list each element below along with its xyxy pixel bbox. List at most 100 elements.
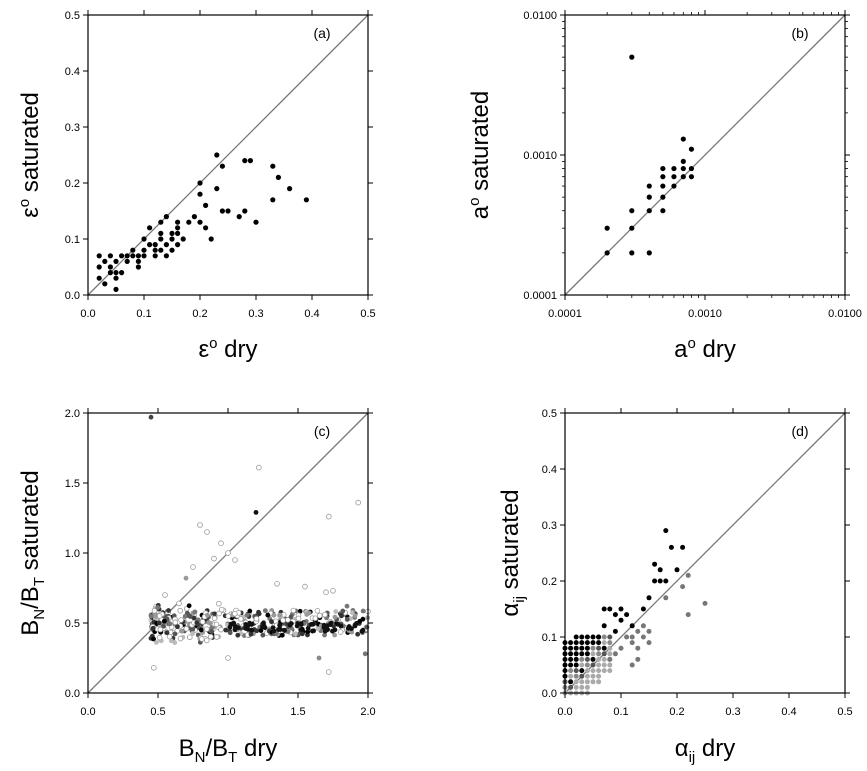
data-point <box>169 230 175 236</box>
panel-a-frame <box>87 14 369 296</box>
data-point <box>612 628 618 634</box>
data-point <box>330 587 336 594</box>
data-point <box>96 253 102 259</box>
data-point <box>232 557 238 563</box>
data-point <box>584 645 590 651</box>
data-point <box>312 615 319 622</box>
panel-c-ylabel-sub2: T <box>31 577 48 586</box>
data-point <box>640 634 646 640</box>
panel-d-ticks: 0.0 0.1 0.2 0.3 0.4 0.5 0.0 0.1 0.2 0.3 0.4 0.5 <box>542 408 853 718</box>
y-tick-label: 0.0010 <box>523 150 557 162</box>
data-point <box>212 611 218 617</box>
data-point <box>702 600 708 606</box>
panel-d-xlabel: αij dry <box>675 735 736 766</box>
data-point <box>635 656 641 662</box>
data-point <box>219 208 225 214</box>
data-point <box>203 637 210 644</box>
panel-b-ylabel-sup: o <box>466 198 483 206</box>
panel-b: 0.0001 0.0010 0.0100 0.0001 0.0010 0.0100 (b)… <box>466 10 862 363</box>
data-point <box>288 614 294 620</box>
data-point <box>332 627 338 633</box>
data-point <box>671 183 677 189</box>
data-point <box>322 611 328 618</box>
data-point <box>156 634 163 641</box>
data-point <box>275 174 281 180</box>
data-point <box>270 197 276 203</box>
x-tick-label: 0.0 <box>80 706 95 718</box>
data-point <box>147 225 153 231</box>
data-point <box>579 684 585 690</box>
data-point <box>271 628 277 634</box>
data-point <box>607 645 613 651</box>
panel-c-label: (c) <box>314 423 330 439</box>
data-point <box>680 158 686 165</box>
panel-b-reference-line <box>564 14 846 296</box>
data-point <box>573 634 579 640</box>
data-point <box>629 225 635 231</box>
x-tick-label: 2.0 <box>360 706 375 718</box>
data-point <box>601 606 607 612</box>
data-point <box>590 640 596 646</box>
x-tick-label: 0.0 <box>557 706 572 718</box>
data-point <box>596 673 602 679</box>
data-point <box>213 634 220 640</box>
data-point <box>225 550 231 556</box>
data-point <box>113 275 119 281</box>
data-point <box>640 606 646 612</box>
data-point <box>652 578 658 584</box>
data-point <box>178 617 184 623</box>
data-point <box>168 638 174 644</box>
data-point <box>216 610 222 617</box>
panel-b-points <box>604 54 695 256</box>
panel-b-ticks: 0.0001 0.0010 0.0100 0.0001 0.0010 0.0100 <box>523 10 862 320</box>
data-point <box>629 623 635 629</box>
data-point <box>328 620 334 626</box>
data-point <box>573 673 579 679</box>
data-point <box>175 624 180 630</box>
panel-a-label: (a) <box>313 25 330 41</box>
data-point <box>214 152 220 158</box>
data-point <box>204 612 210 618</box>
data-point <box>680 174 686 180</box>
data-point <box>646 628 652 634</box>
panel-b-xlabel-rest: dry <box>696 336 736 363</box>
data-point <box>177 607 184 614</box>
data-point <box>568 640 574 646</box>
data-point <box>596 640 602 646</box>
data-point <box>345 625 351 631</box>
data-point <box>579 662 585 668</box>
one-to-one-line <box>87 14 369 296</box>
data-point <box>213 621 220 628</box>
data-point <box>130 253 136 259</box>
data-point <box>207 633 214 640</box>
data-point <box>152 253 158 259</box>
x-tick-label: 0.0001 <box>548 308 582 320</box>
data-point <box>290 607 297 614</box>
data-point <box>332 614 338 620</box>
data-point <box>573 662 579 668</box>
data-point <box>601 640 607 646</box>
data-point <box>157 626 164 633</box>
data-point <box>596 662 602 668</box>
data-point <box>225 208 231 214</box>
y-tick-label: 0.2 <box>65 178 80 190</box>
panel-a-xlabel: εo dry <box>198 335 257 363</box>
data-point <box>354 621 359 626</box>
data-point <box>107 253 113 259</box>
data-point <box>141 253 147 259</box>
data-point <box>604 225 610 231</box>
data-point <box>269 619 274 625</box>
data-point <box>310 621 316 627</box>
panel-b-ylabel-base: a <box>467 205 494 219</box>
panel-c-points <box>148 414 371 675</box>
data-point <box>663 595 669 601</box>
data-point <box>197 180 203 186</box>
data-point <box>155 605 161 610</box>
data-point <box>601 634 607 640</box>
data-point <box>203 626 210 632</box>
x-tick-label: 0.2 <box>192 308 207 320</box>
data-point <box>295 615 302 622</box>
data-point <box>337 629 344 635</box>
data-point <box>640 623 646 629</box>
data-point <box>321 625 327 631</box>
